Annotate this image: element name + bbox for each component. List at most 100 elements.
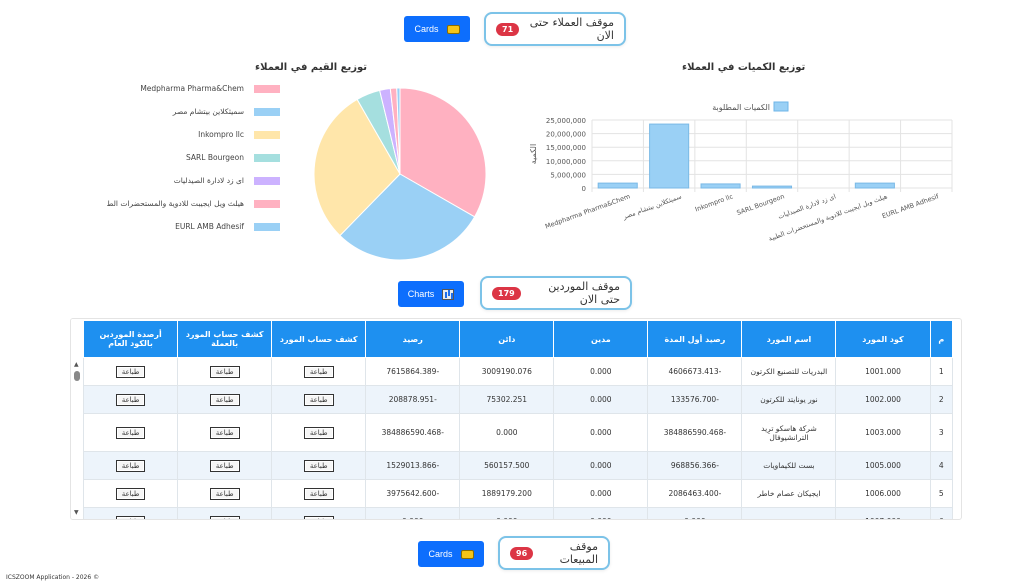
- table-cell: 3009190.076: [459, 357, 555, 386]
- print-button[interactable]: طباعة: [209, 515, 240, 519]
- pie-slice[interactable]: [396, 87, 401, 175]
- scroll-down-arrow-icon[interactable]: ▼: [74, 509, 79, 516]
- print-button[interactable]: طباعة: [209, 365, 240, 378]
- column-header[interactable]: كشف حساب المورد بالعملة: [177, 320, 273, 358]
- legend-item[interactable]: SARL Bourgeon: [186, 153, 280, 162]
- legend-item[interactable]: Medpharma Pharma&Chem: [140, 84, 280, 93]
- sales-cards-label: Cards: [428, 549, 453, 559]
- table-row[interactable]: 1 1001.000 البدريات للتصنيع الكرتون -460667…: [82, 357, 954, 386]
- legend-item[interactable]: هيلث ويل ايجيبت للادوية والمستحضرات الط: [106, 199, 280, 208]
- legend-swatch: [254, 153, 280, 162]
- customers-cards-button[interactable]: Cards: [404, 16, 470, 42]
- legend-item[interactable]: سميثكلاين بيتشام مصر: [173, 107, 280, 116]
- print-button[interactable]: طباعة: [209, 459, 240, 472]
- table-cell: 2: [929, 385, 954, 414]
- x-tick-label: EURL AMB Adhesif: [881, 192, 941, 220]
- table-cell: -133576.700: [647, 385, 743, 414]
- column-header[interactable]: رصيد أول المدة: [647, 320, 743, 358]
- table-cell: بست للكيماويات: [741, 451, 837, 480]
- pie-slice[interactable]: [313, 98, 401, 237]
- table-row[interactable]: 5 1006.000 ايجيكان عصام خاطر -2086463.400 0.…: [82, 479, 954, 508]
- print-button[interactable]: طباعة: [303, 515, 334, 519]
- table-cell: طباعة: [271, 507, 367, 519]
- sales-cards-button[interactable]: Cards: [418, 541, 484, 567]
- table-cell: 5: [929, 479, 954, 508]
- legend-item[interactable]: اى زد لادارة الصيدليات: [174, 176, 280, 185]
- bar[interactable]: [649, 123, 690, 189]
- column-header[interactable]: رصيد: [365, 320, 461, 358]
- table-cell: -2086463.400: [647, 479, 743, 508]
- table-cell: طباعة: [82, 451, 179, 480]
- bar[interactable]: [751, 185, 793, 189]
- column-header[interactable]: مدين: [553, 320, 649, 358]
- scrollbar-thumb[interactable]: [74, 371, 80, 381]
- print-button[interactable]: طباعة: [209, 426, 240, 439]
- table-cell: 560157.500: [459, 451, 555, 480]
- print-button[interactable]: طباعة: [303, 393, 334, 406]
- print-button[interactable]: طباعة: [115, 426, 146, 439]
- table-cell: طباعة: [177, 479, 273, 508]
- table-cell: طباعة: [82, 507, 179, 519]
- table-cell: طباعة: [177, 507, 273, 519]
- table-cell: 0.000: [553, 507, 649, 519]
- print-button[interactable]: طباعة: [115, 515, 146, 519]
- table-cell: 1001.000: [835, 357, 931, 386]
- bar-chart-icon: [442, 288, 455, 300]
- table-cell: 0.000: [553, 413, 649, 452]
- table-row[interactable]: 4 1005.000 بست للكيماويات -968856.366 0.000 5…: [82, 451, 954, 480]
- values-pie-chart: [313, 87, 487, 261]
- bar[interactable]: [854, 182, 895, 189]
- scroll-up-arrow-icon[interactable]: ▲: [74, 361, 79, 368]
- pie-slice[interactable]: [399, 87, 487, 218]
- legend-item[interactable]: EURL AMB Adhesif: [175, 222, 280, 231]
- column-header[interactable]: دائن: [459, 320, 555, 358]
- table-cell: 1003.000: [835, 413, 931, 452]
- print-button[interactable]: طباعة: [115, 393, 146, 406]
- table-cell: طباعة: [271, 479, 367, 508]
- table-cell: ايجيكان عصام خاطر: [741, 479, 837, 508]
- table-cell: 0.000: [365, 507, 461, 519]
- print-button[interactable]: طباعة: [303, 459, 334, 472]
- legend-label: EURL AMB Adhesif: [175, 222, 244, 231]
- bar[interactable]: [700, 183, 741, 189]
- table-cell: تيمسيت: [741, 507, 837, 519]
- legend-item[interactable]: Inkompro llc: [198, 130, 280, 139]
- suppliers-charts-button[interactable]: Charts: [398, 281, 464, 307]
- print-button[interactable]: طباعة: [115, 365, 146, 378]
- column-header[interactable]: كشف حساب المورد: [271, 320, 367, 358]
- pie-slice[interactable]: [339, 173, 476, 261]
- table-row[interactable]: 61007.000تيمسيت0.0000.0000.0000.000طباعة…: [82, 507, 954, 519]
- table-cell: 0.000: [553, 357, 649, 386]
- customers-count-badge: 71: [496, 22, 520, 36]
- print-button[interactable]: طباعة: [209, 487, 240, 500]
- quantities-chart-title: توزيع الكميات في العملاء: [682, 62, 806, 73]
- print-button[interactable]: طباعة: [303, 487, 334, 500]
- print-button[interactable]: طباعة: [115, 459, 146, 472]
- table-cell: 6: [929, 507, 954, 519]
- column-header[interactable]: اسم المورد: [741, 320, 837, 358]
- y-tick-label: 10,000,000: [546, 158, 586, 166]
- bar-legend-label: الكميات المطلوبة: [712, 103, 770, 112]
- table-scrollbar[interactable]: ▲ ▼: [71, 319, 83, 519]
- table-row[interactable]: 3 1003.000 شركة هاسكو ترِيد الترانشيوفال -3…: [82, 413, 954, 452]
- print-button[interactable]: طباعة: [303, 365, 334, 378]
- y-tick-label: 25,000,000: [546, 117, 586, 125]
- column-header[interactable]: م: [929, 320, 954, 358]
- charts-button-label: Charts: [407, 289, 435, 299]
- print-button[interactable]: طباعة: [303, 426, 334, 439]
- table-cell: 0.000: [459, 507, 555, 519]
- x-tick-label: Medpharma Pharma&Chem: [544, 192, 631, 230]
- column-header[interactable]: كود المورد: [835, 320, 931, 358]
- print-button[interactable]: طباعة: [115, 487, 146, 500]
- bar[interactable]: [597, 182, 638, 189]
- cards-button-label: Cards: [414, 24, 439, 34]
- table-row[interactable]: 2 1002.000 نور يونايتد للكرتون -133576.700 0…: [82, 385, 954, 414]
- legend-label: سميثكلاين بيتشام مصر: [172, 107, 244, 116]
- table-cell: -208878.951: [365, 385, 461, 414]
- table-cell: 1889179.200: [459, 479, 555, 508]
- column-header[interactable]: أرصدة الموردين بالكود العام: [82, 320, 179, 358]
- suppliers-title: موقف الموردين حتى الان: [548, 280, 620, 306]
- print-button[interactable]: طباعة: [209, 393, 240, 406]
- table-cell: طباعة: [82, 385, 179, 414]
- footer-text: ICSZOOM Application - 2026 ©: [6, 574, 100, 581]
